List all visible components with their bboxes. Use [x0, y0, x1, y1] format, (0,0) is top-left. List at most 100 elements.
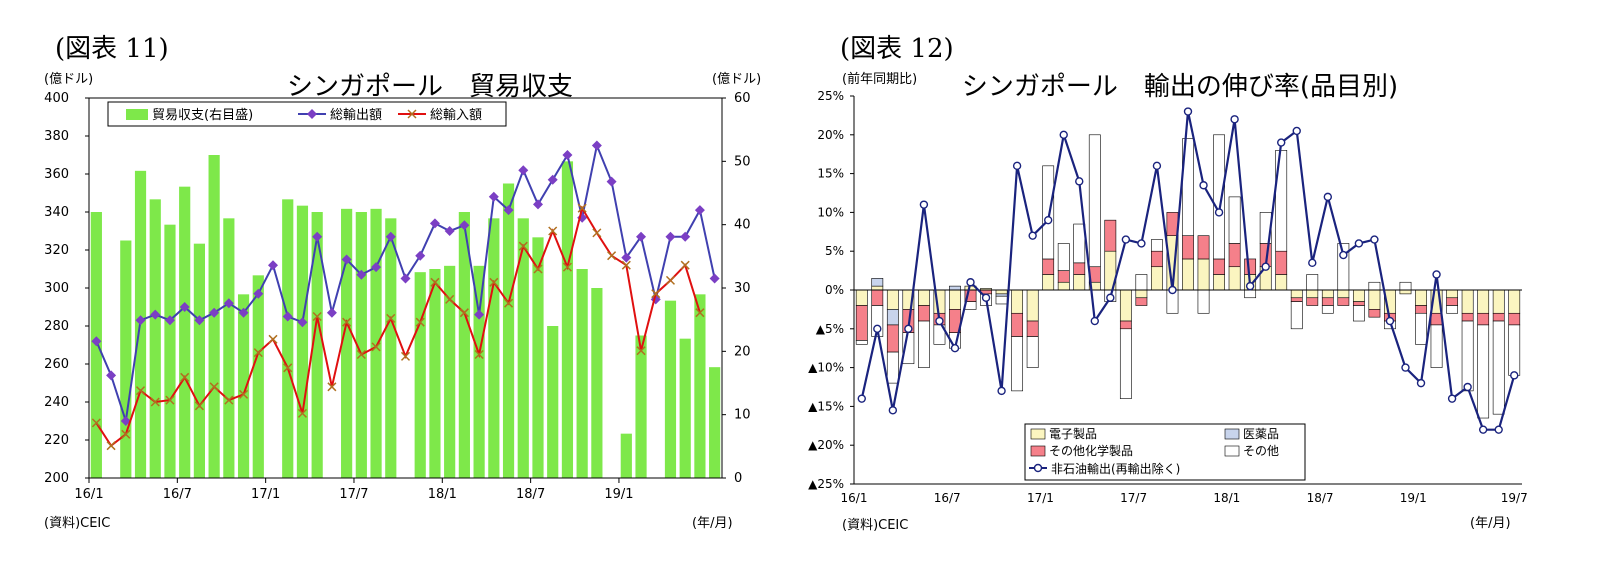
imports-point: [150, 397, 160, 407]
imports-point: [327, 382, 337, 392]
imports-point: [106, 441, 116, 451]
imports-point: [548, 226, 558, 236]
stacked-bar-segment: [918, 305, 930, 322]
trade-balance-bar: [149, 199, 161, 479]
legend-box: [1024, 423, 1306, 481]
stacked-bar-segment: [1337, 297, 1350, 306]
stacked-bar-segment: [1508, 312, 1521, 326]
stacked-bar-segment: [871, 285, 884, 291]
imports-point: [283, 363, 293, 373]
stacked-bar-segment: [1135, 297, 1148, 306]
stacked-bar-segment: [1213, 134, 1225, 260]
stacked-bar-segment: [1011, 312, 1024, 337]
trade-balance-bar: [341, 208, 353, 479]
imports-point: [430, 277, 440, 287]
chart-panel-trade-balance: (図表 11) シンガポール 貿易収支 (億ドル) (億ドル) (資料)CEIC…: [0, 0, 800, 575]
non-oil-exports-point: [888, 406, 898, 415]
exports-point: [326, 307, 337, 318]
stacked-bar-segment: [1011, 336, 1024, 392]
stacked-bar-segment: [855, 289, 868, 306]
chart-svg: 200 220 240 260 280 300 320 340 360 380 400 0 10 20 30…: [44, 91, 751, 502]
stacked-bar-segment: [1321, 289, 1334, 299]
exports-point: [106, 370, 117, 381]
y-tick-label: 0%: [825, 283, 844, 297]
stacked-bar-segment: [1026, 336, 1039, 368]
stacked-bar-segment: [1430, 324, 1443, 368]
exports-point: [268, 260, 279, 271]
stacked-bar-segment: [1057, 270, 1070, 283]
y-tick-label: ▲25%: [808, 477, 844, 491]
non-oil-exports-point: [1292, 126, 1301, 136]
stacked-bar-segment: [1042, 165, 1055, 260]
exports-point: [709, 273, 720, 284]
stacked-bar-segment: [1104, 219, 1117, 252]
trade-balance-bar: [311, 212, 323, 478]
stacked-bar-segment: [1119, 289, 1132, 322]
legend-label-chemicals: その他化学製品: [1049, 443, 1133, 458]
legend-marker-imports: [407, 109, 417, 119]
non-oil-exports-point: [1028, 231, 1037, 240]
imports-point: [356, 349, 366, 360]
x-tick-label: 17/1: [251, 487, 280, 502]
left-tick-label: 380: [44, 129, 69, 144]
stacked-bar-segment: [1166, 212, 1179, 236]
chart-title: シンガポール 貿易収支: [286, 72, 573, 102]
trade-balance-bar: [635, 335, 647, 478]
non-oil-exports-point: [1510, 371, 1519, 380]
stacked-bar-segment: [1151, 266, 1163, 291]
exports-point: [194, 315, 205, 326]
imports-point: [621, 260, 631, 270]
stacked-bar-segment: [1213, 258, 1225, 275]
x-tick-label: 16/1: [841, 491, 868, 505]
stacked-bar-segment: [1197, 258, 1210, 291]
trade-balance-bar: [385, 218, 397, 479]
exports-point: [636, 231, 647, 242]
imports-point: [165, 395, 175, 405]
trade-balance-bar: [473, 265, 485, 478]
y-tick-label: 10%: [817, 205, 844, 219]
right-tick-label: 40: [734, 218, 751, 233]
exports-point: [606, 176, 617, 187]
non-oil-exports-point: [1277, 138, 1286, 147]
stacked-bar-segment: [1461, 312, 1474, 322]
x-axis-unit: (年/月): [692, 516, 733, 531]
non-oil-exports-point: [1432, 270, 1441, 279]
left-tick-label: 200: [44, 471, 69, 486]
exports-point: [488, 191, 499, 202]
exports-point: [474, 309, 485, 320]
left-tick-label: 260: [44, 357, 69, 372]
figure-label: (図表 11): [55, 34, 169, 64]
stacked-bar-segment: [1290, 289, 1303, 299]
exports-point: [371, 262, 382, 273]
imports-point: [533, 264, 543, 274]
right-tick-label: 20: [734, 344, 751, 359]
trade-balance-bar: [532, 237, 544, 478]
stacked-bar-segment: [886, 289, 899, 310]
exports-point: [459, 220, 470, 231]
exports-point: [621, 252, 632, 263]
trade-balance-bar: [252, 275, 264, 478]
stacked-bar-segment: [1508, 324, 1521, 376]
non-oil-exports-point: [1075, 177, 1084, 186]
imports-point: [562, 262, 572, 272]
trade-balance-bar: [120, 240, 132, 478]
non-oil-exports-point: [1106, 293, 1115, 302]
right-tick-label: 0: [734, 471, 742, 486]
trade-balance-bar: [414, 272, 426, 478]
trade-balance-bar: [355, 212, 367, 478]
legend-swatch-other: [1224, 445, 1240, 457]
stacked-bar-segment: [1399, 281, 1412, 291]
non-oil-exports-point: [1447, 394, 1457, 403]
left-tick-label: 220: [44, 433, 69, 448]
non-oil-exports-point: [966, 278, 975, 287]
imports-point: [518, 241, 528, 251]
legend-label-imports: 総輸入額: [430, 108, 482, 123]
stacked-bar-segment: [1228, 266, 1241, 291]
exports-point: [385, 231, 396, 242]
stacked-bar-segment: [855, 305, 868, 341]
imports-point: [400, 351, 411, 361]
stacked-bar-segment: [1119, 328, 1132, 399]
exports-point: [164, 315, 175, 326]
stacked-bar-segment: [1415, 305, 1427, 314]
left-tick-label: 340: [44, 205, 69, 220]
